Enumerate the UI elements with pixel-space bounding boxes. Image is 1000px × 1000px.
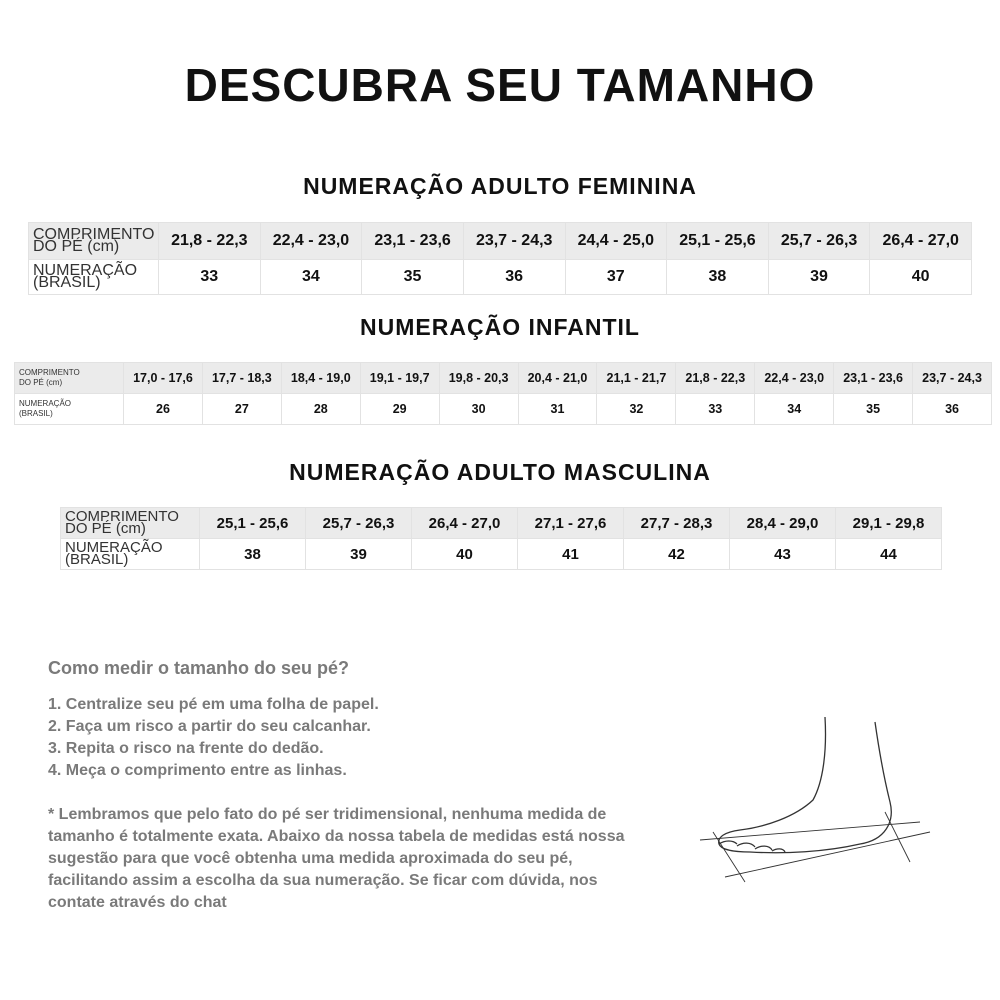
foot-length-cell: 23,7 - 24,3 (912, 362, 992, 394)
shoe-size-row: NUMERAÇÃO (BRASIL) 33 34 35 36 37 38 39 40 (28, 259, 972, 295)
shoe-size-cell: 39 (767, 259, 871, 295)
shoe-size-row: NUMERAÇÃO (BRASIL) 26 27 28 29 30 31 32 33 34 35 36 (14, 393, 992, 425)
shoe-size-cell: 29 (359, 393, 440, 425)
how-to-measure: Como medir o tamanho do seu pé? (48, 658, 349, 679)
row-label-line: COMPRIMENTO (65, 508, 179, 525)
shoe-size-cell: 42 (623, 538, 730, 570)
foot-length-cell: 17,7 - 18,3 (201, 362, 282, 394)
foot-length-row: COMPRIMENTO DO PÉ (cm) 25,1 - 25,6 25,7 - 2… (60, 507, 942, 539)
foot-length-cell: 25,1 - 25,6 (199, 507, 306, 539)
foot-measure-illustration-icon (699, 716, 931, 883)
row-label-line: (BRASIL) (33, 274, 101, 291)
foot-length-cell: 27,1 - 27,6 (517, 507, 624, 539)
size-table-infantil: COMPRIMENTO DO PÉ (cm) 17,0 - 17,6 17,7 - 1… (14, 362, 992, 425)
shoe-size-cell: 36 (912, 393, 992, 425)
shoe-size-cell: 31 (517, 393, 598, 425)
foot-length-cell: 19,8 - 20,3 (438, 362, 519, 394)
foot-length-cell: 25,7 - 26,3 (305, 507, 412, 539)
shoe-size-cell: 44 (835, 538, 942, 570)
shoe-size-cell: 33 (675, 393, 756, 425)
shoe-size-label: NUMERAÇÃO (BRASIL) (28, 259, 159, 295)
shoe-size-cell: 30 (438, 393, 519, 425)
row-label-line: DO PÉ (cm) (19, 378, 63, 387)
foot-length-cell: 23,1 - 23,6 (833, 362, 914, 394)
row-label-line: DO PÉ (cm) (65, 520, 146, 537)
shoe-size-cell: 37 (564, 259, 668, 295)
foot-length-cell: 22,4 - 23,0 (259, 222, 363, 260)
shoe-size-label: NUMERAÇÃO (BRASIL) (60, 538, 200, 570)
foot-length-cell: 22,4 - 23,0 (754, 362, 835, 394)
step-item: 2. Faça um risco a partir do seu calcanh… (48, 718, 371, 735)
foot-length-row: COMPRIMENTO DO PÉ (cm) 17,0 - 17,6 17,7 - 1… (14, 362, 992, 394)
shoe-size-cell: 36 (462, 259, 566, 295)
row-label-line: COMPRIMENTO (19, 368, 80, 377)
page-title: DESCUBRA SEU TAMANHO (184, 59, 816, 111)
shoe-size-cell: 40 (869, 259, 972, 295)
shoe-size-cell: 35 (833, 393, 914, 425)
shoe-size-cell: 38 (199, 538, 306, 570)
shoe-size-cell: 38 (666, 259, 769, 295)
shoe-size-cell: 27 (201, 393, 282, 425)
row-label-line: NUMERAÇÃO (19, 399, 72, 408)
foot-length-label: COMPRIMENTO DO PÉ (cm) (28, 222, 159, 260)
row-label-line: NUMERAÇÃO (33, 262, 138, 279)
shoe-size-cell: 33 (158, 259, 261, 295)
shoe-size-cell: 32 (596, 393, 677, 425)
how-to-heading: Como medir o tamanho do seu pé? (48, 658, 350, 678)
foot-length-cell: 18,4 - 19,0 (280, 362, 361, 394)
foot-length-cell: 26,4 - 27,0 (411, 507, 518, 539)
table-title-infantil: NUMERAÇÃO INFANTIL (360, 314, 640, 340)
shoe-size-cell: 34 (754, 393, 835, 425)
size-table-masculina: COMPRIMENTO DO PÉ (cm) 25,1 - 25,6 25,7 - 2… (60, 507, 942, 570)
row-label-line: (BRASIL) (65, 551, 129, 568)
row-label-line: COMPRIMENTO (33, 226, 155, 243)
foot-length-cell: 21,8 - 22,3 (675, 362, 756, 394)
foot-length-cell: 23,7 - 24,3 (462, 222, 566, 260)
shoe-size-label: NUMERAÇÃO (BRASIL) (14, 393, 124, 425)
shoe-size-cell: 28 (280, 393, 361, 425)
row-label-line: (BRASIL) (19, 409, 53, 418)
foot-length-cell: 19,1 - 19,7 (359, 362, 440, 394)
shoe-size-cell: 26 (123, 393, 203, 425)
foot-length-label: COMPRIMENTO DO PÉ (cm) (60, 507, 200, 539)
foot-length-cell: 26,4 - 27,0 (869, 222, 972, 260)
foot-length-cell: 20,4 - 21,0 (517, 362, 598, 394)
shoe-size-cell: 35 (361, 259, 464, 295)
foot-length-cell: 27,7 - 28,3 (623, 507, 730, 539)
shoe-size-cell: 43 (729, 538, 836, 570)
foot-length-cell: 24,4 - 25,0 (564, 222, 668, 260)
table-title-feminina: NUMERAÇÃO ADULTO FEMININA (303, 173, 697, 199)
table-title-masculina: NUMERAÇÃO ADULTO MASCULINA (289, 459, 711, 485)
foot-length-cell: 17,0 - 17,6 (123, 362, 203, 394)
foot-length-cell: 21,1 - 21,7 (596, 362, 677, 394)
foot-length-cell: 25,1 - 25,6 (666, 222, 769, 260)
shoe-size-cell: 34 (259, 259, 363, 295)
foot-length-cell: 29,1 - 29,8 (835, 507, 942, 539)
foot-length-label: COMPRIMENTO DO PÉ (cm) (14, 362, 124, 394)
foot-length-cell: 23,1 - 23,6 (361, 222, 464, 260)
row-label-line: NUMERAÇÃO (65, 539, 163, 556)
step-item: 3. Repita o risco na frente do dedão. (48, 740, 324, 757)
step-item: 4. Meça o comprimento entre as linhas. (48, 762, 347, 779)
steps-list: 1. Centralize seu pé em uma folha de pap… (48, 694, 379, 782)
foot-length-cell: 28,4 - 29,0 (729, 507, 836, 539)
measurement-note: * Lembramos que pelo fato do pé ser trid… (48, 806, 625, 911)
step-item: 1. Centralize seu pé em uma folha de pap… (48, 696, 379, 713)
shoe-size-cell: 39 (305, 538, 412, 570)
foot-length-row: COMPRIMENTO DO PÉ (cm) 21,8 - 22,3 22,4 - 2… (28, 222, 972, 260)
row-label-line: DO PÉ (cm) (33, 238, 120, 255)
shoe-size-cell: 40 (411, 538, 518, 570)
foot-length-cell: 25,7 - 26,3 (767, 222, 871, 260)
shoe-size-row: NUMERAÇÃO (BRASIL) 38 39 40 41 42 43 44 (60, 538, 942, 570)
shoe-size-cell: 41 (517, 538, 624, 570)
size-table-feminina: COMPRIMENTO DO PÉ (cm) 21,8 - 22,3 22,4 - 2… (28, 222, 972, 295)
foot-length-cell: 21,8 - 22,3 (158, 222, 261, 260)
